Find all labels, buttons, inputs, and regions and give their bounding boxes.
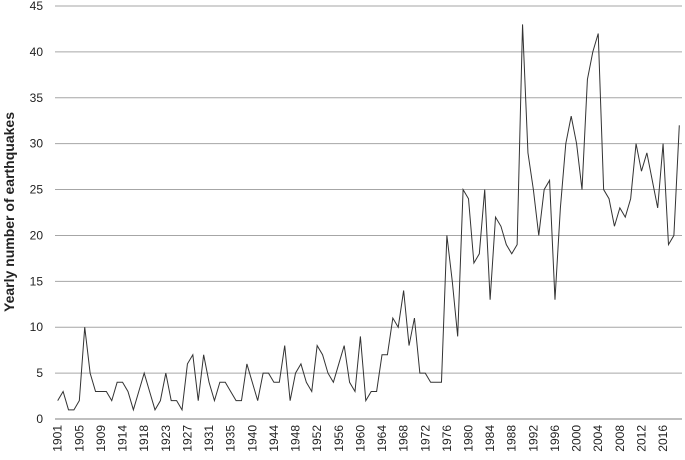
x-tick-label: 1944 [267, 425, 281, 452]
x-tick-label: 1964 [375, 425, 389, 452]
x-tick-label: 1972 [418, 425, 432, 452]
x-tick-label: 1918 [137, 425, 151, 452]
x-tick-label: 1940 [245, 425, 259, 452]
x-tick-label: 1976 [440, 425, 454, 452]
x-tick-label: 1956 [332, 425, 346, 452]
y-tick-label: 10 [30, 320, 44, 334]
x-tick-label: 1909 [94, 425, 108, 452]
x-tick-label: 1901 [51, 425, 65, 452]
x-tick-label: 2000 [570, 425, 584, 452]
y-axis-label: Yearly number of earthquakes [1, 112, 17, 312]
x-tick-label: 1952 [310, 425, 324, 452]
y-tick-label: 45 [30, 0, 44, 13]
x-tick-label: 2012 [634, 425, 648, 452]
x-tick-label: 1931 [202, 425, 216, 452]
x-tick-label: 1992 [526, 425, 540, 452]
x-tick-label: 1968 [397, 425, 411, 452]
x-tick-label: 1914 [116, 425, 130, 452]
x-tick-label: 2016 [656, 425, 670, 452]
x-tick-label: 1960 [353, 425, 367, 452]
x-tick-label: 1980 [461, 425, 475, 452]
x-tick-label: 1927 [180, 425, 194, 452]
y-tick-label: 40 [30, 45, 44, 59]
y-tick-label: 30 [30, 137, 44, 151]
x-tick-label: 1948 [289, 425, 303, 452]
x-tick-label: 1935 [224, 425, 238, 452]
y-tick-label: 15 [30, 274, 44, 288]
x-tick-label: 2004 [591, 425, 605, 452]
x-tick-label: 1984 [483, 425, 497, 452]
y-tick-label: 20 [30, 228, 44, 242]
x-tick-label: 1996 [548, 425, 562, 452]
x-tick-label: 2008 [613, 425, 627, 452]
x-tick-label: 1988 [505, 425, 519, 452]
x-tick-label: 1905 [72, 425, 86, 452]
y-tick-label: 0 [36, 412, 43, 426]
data-line [57, 24, 680, 412]
y-tick-label: 5 [36, 366, 43, 380]
y-tick-label: 35 [30, 91, 44, 105]
y-tick-label: 25 [30, 183, 44, 197]
x-tick-label: 1923 [159, 425, 173, 452]
